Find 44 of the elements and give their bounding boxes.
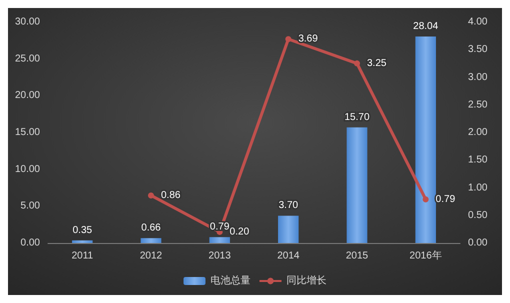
point — [354, 60, 360, 66]
bar — [72, 240, 93, 243]
y2-tick-label: 4.00 — [468, 16, 488, 28]
bar — [346, 127, 368, 243]
bar — [278, 216, 299, 243]
data-label: 3.25 — [367, 58, 387, 69]
point — [422, 196, 429, 202]
bar — [209, 237, 230, 243]
x-tick-label: 2011 — [72, 250, 94, 262]
y-tick-label: 15.00 — [14, 127, 40, 138]
data-label: 0.86 — [161, 190, 181, 201]
y-tick-label: 20.00 — [14, 90, 40, 102]
x-tick-label: 2014 — [277, 250, 300, 262]
data-label: 0.79 — [436, 194, 456, 205]
data-label: 0.66 — [141, 222, 162, 234]
y2-tick-label: 3.00 — [468, 72, 488, 83]
bar — [415, 36, 436, 243]
data-label: 3.70 — [278, 200, 298, 212]
data-label: 0.35 — [72, 224, 92, 236]
y-tick-label: 5.00 — [20, 200, 40, 212]
legend-label: 同比增长 — [286, 274, 326, 286]
y2-tick-label: 0.00 — [468, 238, 488, 248]
y-tick-label: 0.00 — [20, 238, 40, 248]
data-label: 28.04 — [413, 20, 439, 32]
y-tick-label: 10.00 — [14, 164, 40, 175]
y2-tick-label: 1.00 — [468, 182, 488, 194]
data-label: 0.20 — [230, 226, 250, 238]
x-tick-label: 2012 — [140, 250, 163, 262]
data-label: 3.69 — [298, 34, 318, 45]
y2-tick-label: 2.50 — [468, 99, 488, 110]
legend-label: 电池总量 — [210, 274, 250, 286]
y2-tick-label: 0.50 — [468, 210, 488, 221]
y-tick-label: 25.00 — [14, 53, 40, 64]
data-label: 15.70 — [344, 112, 370, 123]
bar — [140, 238, 162, 243]
y2-tick-label: 3.50 — [468, 44, 488, 56]
x-tick-label: 2013 — [208, 250, 232, 262]
x-tick-label: 2016年 — [410, 250, 442, 262]
y-tick-label: 30.00 — [14, 16, 40, 28]
y2-tick-label: 2.00 — [468, 127, 488, 138]
y2-tick-label: 1.50 — [468, 154, 488, 166]
x-tick-label: 2015 — [346, 250, 369, 262]
point — [285, 36, 292, 42]
point — [148, 192, 154, 198]
